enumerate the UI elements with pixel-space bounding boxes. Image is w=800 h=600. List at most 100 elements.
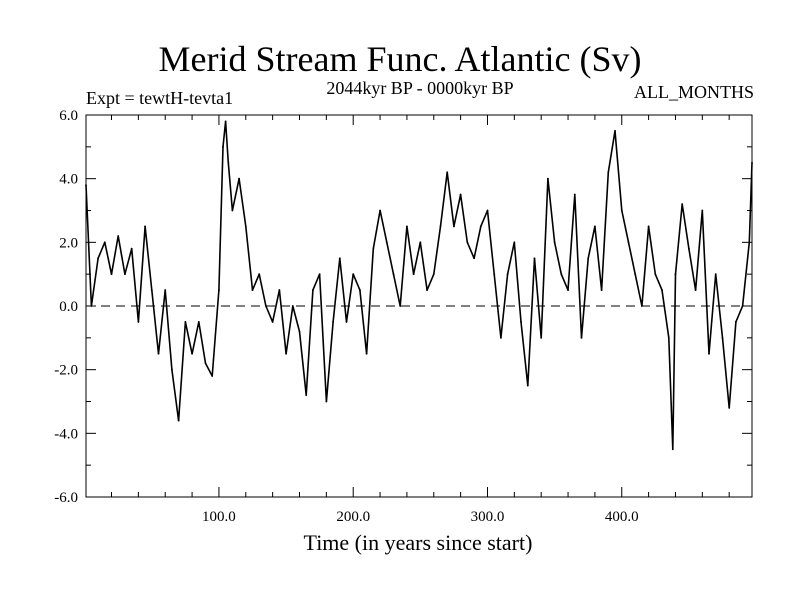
data-point (453, 225, 455, 228)
data-point (332, 321, 334, 323)
data-point (671, 448, 674, 451)
data-point (708, 352, 710, 355)
data-point (171, 368, 173, 371)
data-point (271, 321, 274, 323)
data-point (399, 305, 402, 307)
data-point (204, 362, 207, 365)
data-point (312, 289, 314, 291)
data-point (600, 289, 603, 291)
data-point (352, 273, 355, 276)
data-point (124, 273, 126, 276)
data-point (533, 257, 536, 260)
x-tick-label: 200.0 (336, 509, 370, 525)
data-point (365, 352, 368, 355)
data-point (734, 321, 737, 323)
data-point (728, 406, 731, 409)
data-point (459, 193, 462, 196)
data-point (607, 171, 610, 174)
data-point (184, 321, 187, 323)
data-point (285, 352, 287, 355)
data-point (674, 273, 677, 276)
data-point (85, 184, 87, 186)
data-point (627, 241, 630, 244)
data-point (197, 321, 200, 323)
data-point (222, 145, 224, 148)
data-point (714, 273, 717, 276)
data-point (238, 177, 240, 180)
x-tick-label: 400.0 (605, 509, 639, 525)
data-point (647, 225, 650, 228)
data-point (227, 161, 230, 164)
data-point (231, 209, 234, 212)
data-point (473, 257, 475, 260)
data-point (110, 273, 113, 276)
data-point (486, 209, 489, 212)
data-point (426, 289, 428, 291)
data-point (687, 247, 690, 250)
data-point (325, 400, 328, 403)
data-point (640, 305, 643, 307)
x-axis-label: Time (in years since start) (304, 530, 533, 555)
data-point (372, 247, 375, 250)
y-tick-label: 4.0 (59, 172, 78, 188)
data-point (520, 321, 522, 323)
data-point (251, 289, 254, 291)
data-point (479, 225, 482, 228)
months-label: ALL_MONTHS (634, 82, 754, 102)
time-range-subtitle: 2044kyr BP - 0000kyr BP (326, 78, 514, 98)
data-point (506, 273, 509, 276)
data-point (359, 289, 361, 291)
data-point (392, 273, 395, 276)
data-point (385, 241, 388, 244)
data-point (406, 225, 408, 228)
data-point (573, 193, 576, 196)
data-point (318, 273, 321, 276)
data-point (432, 273, 435, 276)
data-point (439, 225, 442, 228)
data-point (218, 289, 220, 291)
data-point (298, 330, 301, 333)
data-point (103, 241, 106, 244)
data-point (721, 336, 724, 339)
data-point (661, 289, 663, 291)
data-point (587, 257, 590, 260)
data-point (258, 273, 261, 276)
y-tick-label: -6.0 (54, 490, 78, 506)
data-point (466, 241, 469, 244)
data-point (620, 209, 623, 212)
chart-title: Merid Stream Func. Atlantic (Sv) (158, 39, 642, 79)
x-tick-label: 100.0 (202, 509, 236, 525)
data-point (379, 209, 381, 212)
data-point (493, 273, 496, 276)
data-point (694, 289, 697, 291)
data-point (191, 352, 193, 355)
data-point (547, 177, 549, 180)
data-point (567, 289, 569, 291)
data-point (681, 203, 684, 206)
data-point (751, 161, 753, 164)
experiment-label: Expt = tewtH-tevta1 (86, 88, 234, 108)
x-tick-label: 300.0 (471, 509, 505, 525)
data-point (97, 257, 99, 260)
data-point (748, 241, 751, 244)
data-point (701, 209, 704, 212)
data-point (144, 225, 146, 228)
y-tick-label: -2.0 (54, 363, 78, 379)
data-point (593, 225, 596, 228)
data-point (117, 235, 120, 237)
data-point (500, 336, 502, 339)
data-point (634, 273, 637, 276)
y-tick-label: -4.0 (54, 426, 78, 442)
data-point (513, 241, 516, 244)
data-point (614, 130, 616, 132)
data-point (177, 419, 180, 422)
y-tick-label: 2.0 (59, 235, 78, 251)
data-point (137, 321, 140, 323)
series-line (85, 120, 753, 451)
y-tick-label: 6.0 (59, 108, 78, 124)
data-point (412, 273, 415, 276)
data-point (560, 273, 563, 276)
data-point (446, 171, 449, 174)
data-point (244, 225, 247, 228)
